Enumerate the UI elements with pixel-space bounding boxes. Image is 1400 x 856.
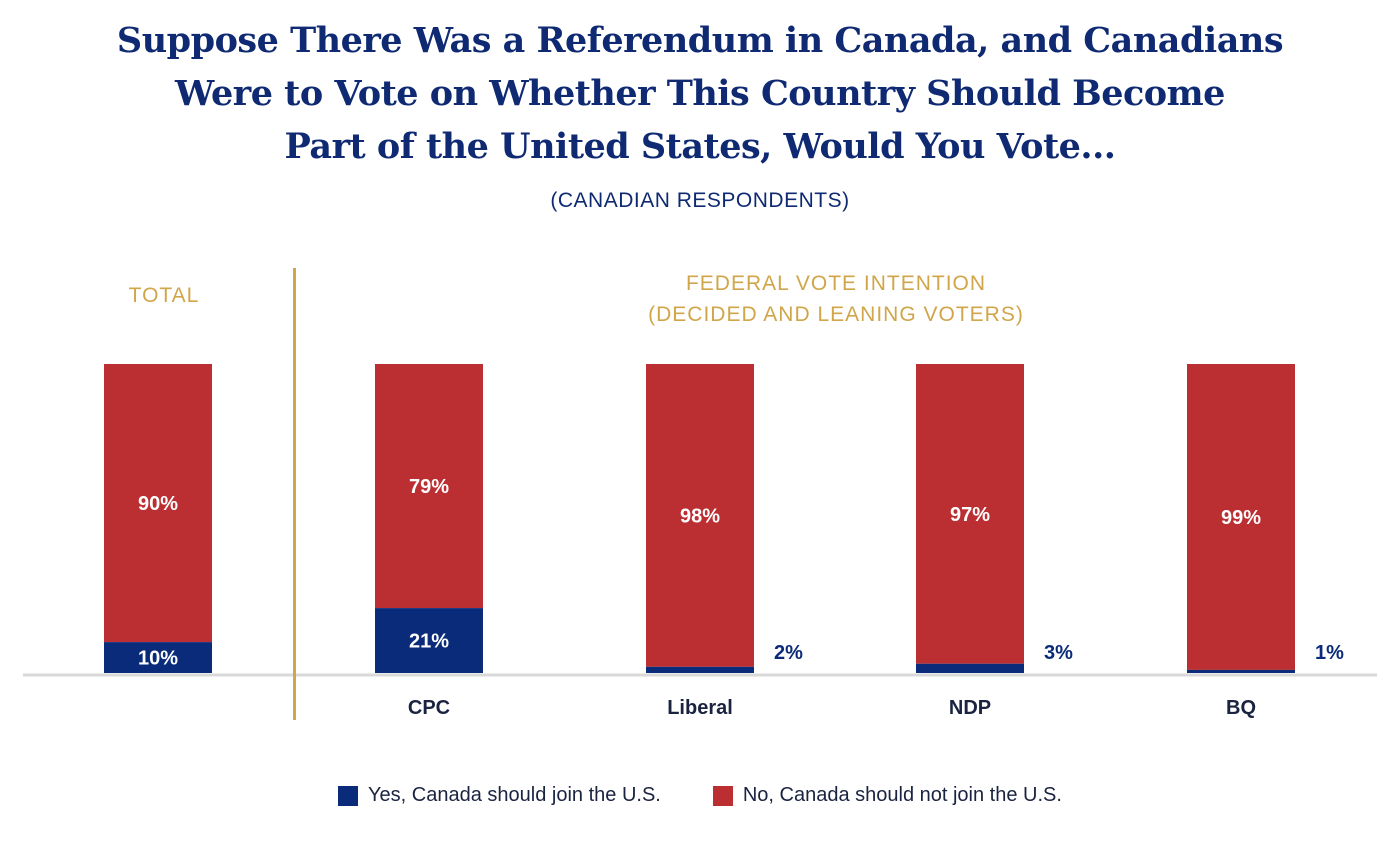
legend: Yes, Canada should join the U.S. No, Can… [0,784,1400,807]
group-label-federal-line1: FEDERAL VOTE INTENTION [685,272,987,295]
bar-no-ndp [916,364,1024,664]
bar-no-total [104,364,212,643]
category-label-ndp: NDP [949,697,991,719]
title-line-2: Were to Vote on Whether This Country Sho… [175,73,1225,114]
title-line-1: Suppose There Was a Referendum in Canada… [116,20,1284,61]
legend-swatch-no [712,785,733,806]
group-label-federal-line2: (DECIDED AND LEANING VOTERS) [648,303,1024,326]
data-label-no-cpc: 79% [409,476,449,498]
bar-no-cpc [375,364,483,609]
legend-label-no: No, Canada should not join the U.S. [742,784,1062,806]
data-label-yes-ndp: 3% [1044,642,1073,664]
data-label-no-total: 90% [138,493,178,515]
bar-no-bq [1187,364,1295,670]
category-label-bq: BQ [1226,697,1256,719]
bar-yes-liberal [646,666,754,673]
bars-group [104,364,1295,673]
legend-label-yes: Yes, Canada should join the U.S. [368,784,661,806]
bar-yes-bq [1187,669,1295,673]
data-label-no-liberal: 98% [680,505,720,527]
bar-yes-total [104,642,212,673]
bar-no-liberal [646,364,754,667]
group-label-federal: FEDERAL VOTE INTENTION (DECIDED AND LEAN… [536,268,1136,330]
legend-item-yes: Yes, Canada should join the U.S. [338,784,661,807]
chart-title: Suppose There Was a Referendum in Canada… [0,14,1400,173]
data-label-yes-cpc: 21% [409,631,449,653]
chart-subtitle: (CANADIAN RESPONDENTS) [550,189,850,212]
data-label-no-bq: 99% [1221,507,1261,529]
data-label-yes-total: 10% [138,648,178,670]
category-label-cpc: CPC [408,697,450,719]
group-label-total: TOTAL [128,284,200,307]
data-label-yes-bq: 1% [1315,642,1344,664]
bar-yes-ndp [916,663,1024,673]
data-label-no-ndp: 97% [950,504,990,526]
bar-yes-cpc [375,608,483,673]
legend-item-no: No, Canada should not join the U.S. [712,784,1062,807]
category-label-liberal: Liberal [667,697,733,719]
data-label-yes-liberal: 2% [774,642,803,664]
legend-swatch-yes [338,785,359,806]
title-line-3: Part of the United States, Would You Vot… [284,126,1116,167]
labels-group: 90% 10% 79% 21% CPC 98% 2% Liberal 97% 3% NDP 99% 1%… [138,476,1344,719]
